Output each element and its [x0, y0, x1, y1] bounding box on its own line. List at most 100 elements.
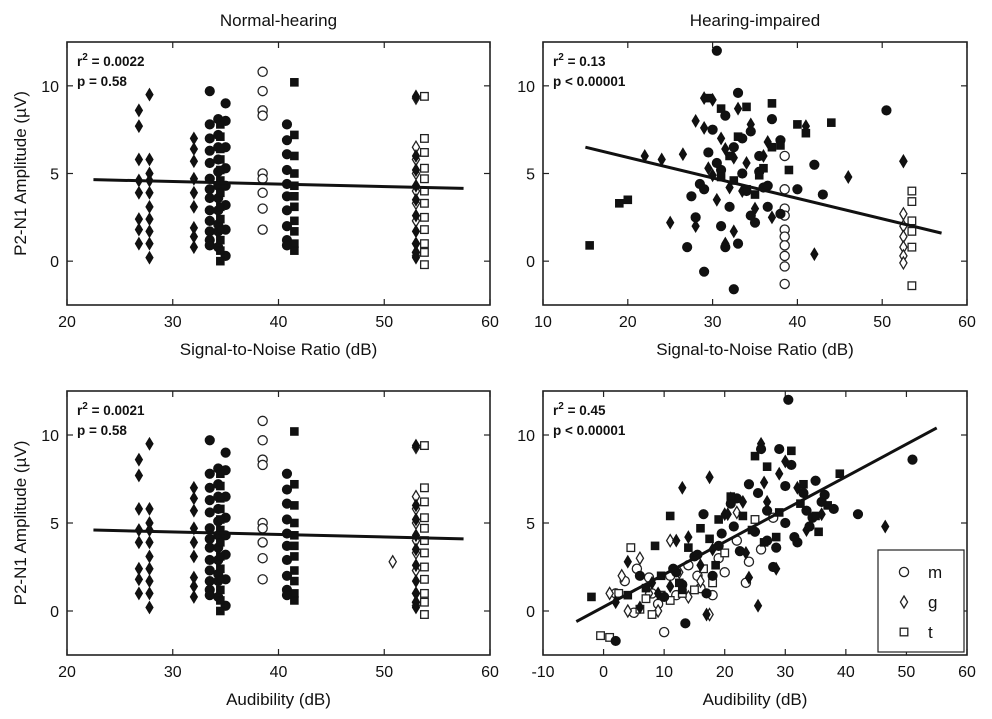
data-point-c — [775, 208, 786, 219]
r-squared-annotation: r2 = 0.13 — [553, 52, 606, 69]
data-point-to — [419, 91, 429, 101]
data-point-t — [216, 176, 225, 185]
data-point-g — [145, 250, 154, 265]
data-point-g — [411, 574, 421, 589]
data-point-m — [257, 173, 268, 185]
data-point-t — [823, 501, 832, 510]
data-point-m — [257, 435, 268, 446]
data-point-c — [762, 201, 773, 212]
data-point-g — [411, 558, 421, 573]
data-point-c — [204, 435, 215, 446]
x-tick-label: 50 — [898, 664, 916, 681]
data-point-g — [753, 598, 763, 613]
y-tick-label: 0 — [526, 254, 535, 271]
data-point-to — [907, 226, 917, 236]
x-axis-label: Audibility (dB) — [226, 690, 331, 709]
data-point-c — [699, 266, 710, 277]
data-point-c — [204, 575, 215, 587]
data-point-to — [419, 497, 429, 507]
data-point-c — [819, 489, 830, 500]
data-point-go — [388, 554, 398, 569]
data-point-t — [678, 585, 687, 595]
data-point-g — [702, 607, 711, 622]
data-point-t — [290, 239, 299, 248]
data-point-g — [134, 119, 144, 134]
data-point-t — [738, 511, 748, 521]
data-point-t — [776, 141, 785, 150]
data-point-g — [635, 600, 645, 615]
data-point-c — [281, 570, 293, 581]
data-point-g — [411, 512, 421, 527]
data-point-t — [216, 575, 225, 584]
data-point-to — [419, 523, 429, 533]
data-point-g — [145, 87, 154, 102]
data-point-t — [290, 596, 299, 605]
data-point-c — [810, 475, 821, 486]
data-point-go — [899, 206, 908, 222]
data-point-g — [881, 519, 890, 534]
data-point-g — [684, 530, 693, 545]
data-point-c — [743, 479, 755, 490]
data-point-to — [419, 174, 429, 184]
data-point-c — [762, 505, 773, 516]
data-point-c — [204, 184, 215, 195]
data-point-m — [779, 240, 790, 251]
x-tick-label: 0 — [599, 664, 608, 681]
data-point-g — [189, 535, 199, 550]
data-point-c — [774, 443, 785, 455]
data-point-c — [711, 157, 722, 169]
y-tick-label: 0 — [50, 254, 59, 271]
y-tick-label: 10 — [41, 79, 59, 96]
data-point-m — [743, 556, 755, 567]
data-point-t — [750, 190, 760, 199]
data-point-m — [779, 278, 790, 290]
data-point-g — [712, 192, 722, 207]
y-tick-label: 5 — [526, 516, 535, 533]
data-point-g — [145, 224, 154, 239]
y-tick-label: 10 — [517, 79, 535, 96]
data-point-t — [726, 492, 736, 501]
data-point-t — [827, 118, 836, 127]
data-point-c — [728, 521, 739, 532]
data-point-g — [134, 535, 144, 550]
data-point-c — [204, 590, 215, 601]
data-point-t — [725, 151, 734, 161]
data-point-t — [759, 163, 768, 173]
data-point-t — [714, 515, 723, 524]
data-point-g — [134, 152, 144, 167]
data-point-c — [204, 507, 215, 518]
data-point-m — [779, 184, 790, 195]
data-point-to — [907, 281, 917, 291]
data-point-c — [907, 454, 918, 465]
data-point-t — [290, 427, 299, 436]
data-point-t — [290, 227, 299, 236]
data-point-t — [216, 256, 225, 266]
x-tick-label: 40 — [789, 314, 807, 331]
y-axis-label: P2-N1 Amplitude (µV) — [11, 91, 30, 256]
data-point-c — [682, 242, 693, 253]
data-point-to — [419, 513, 429, 523]
data-point-t — [216, 235, 225, 245]
legend-label-t: t — [928, 623, 933, 642]
x-tick-label: 30 — [776, 664, 794, 681]
data-point-to — [419, 212, 429, 222]
data-point-g — [716, 131, 726, 146]
data-point-g — [189, 491, 199, 506]
data-point-t — [290, 501, 299, 510]
data-point-g — [134, 185, 144, 200]
legend-marker-g — [899, 594, 909, 610]
data-point-g — [696, 558, 705, 573]
regression-line — [585, 145, 942, 235]
data-point-go — [899, 255, 908, 271]
r-squared-annotation: r2 = 0.0022 — [77, 52, 145, 69]
data-point-t — [290, 246, 299, 255]
data-point-t — [216, 132, 225, 141]
data-point-c — [281, 468, 293, 479]
data-point-c — [220, 447, 231, 458]
data-point-go — [635, 550, 645, 566]
data-point-t — [290, 78, 299, 87]
data-point-g — [189, 589, 199, 604]
data-point-to — [419, 148, 429, 157]
data-point-c — [204, 482, 215, 493]
data-point-c — [804, 521, 815, 532]
